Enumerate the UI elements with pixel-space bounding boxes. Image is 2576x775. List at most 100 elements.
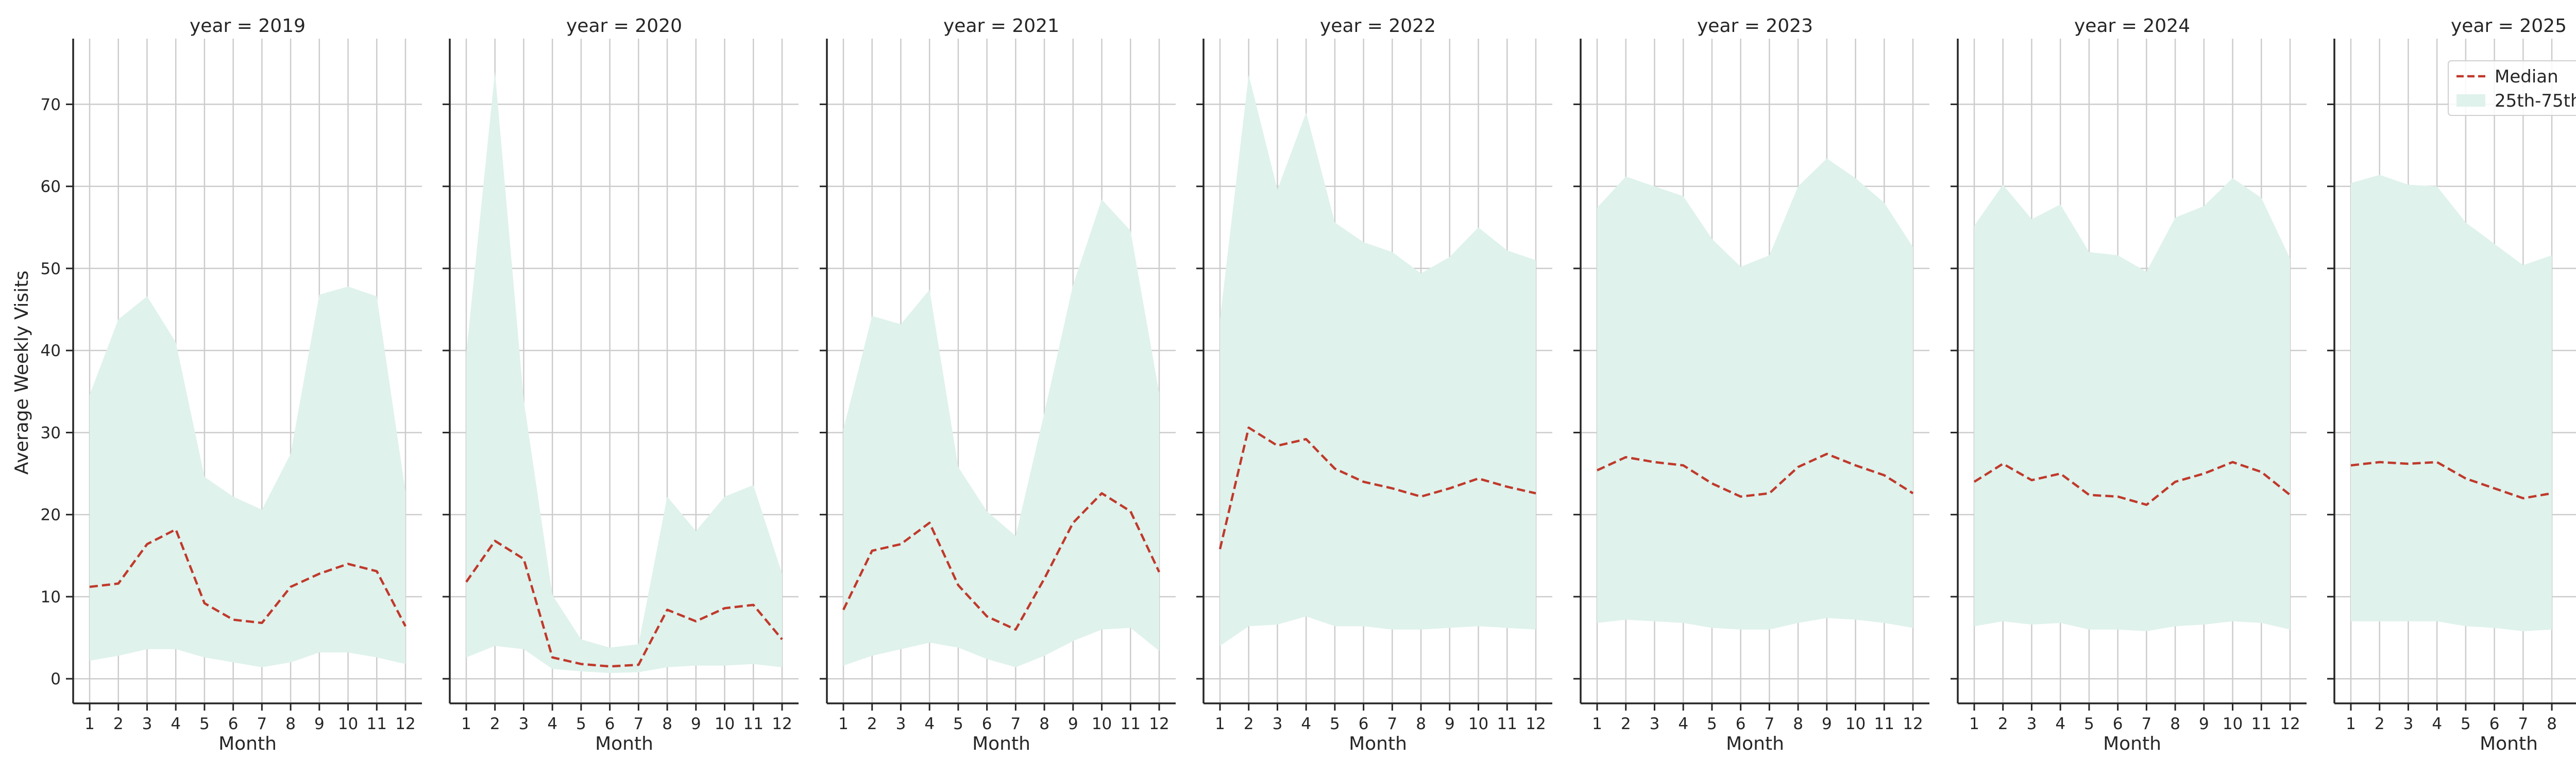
x-tick-label: 7: [1387, 715, 1397, 733]
panel-title: year = 2025: [2451, 15, 2567, 37]
x-tick-label: 6: [1736, 715, 1746, 733]
x-tick-label: 12: [395, 715, 415, 733]
x-tick-label: 1: [1592, 715, 1602, 733]
x-tick-label: 4: [1678, 715, 1688, 733]
x-tick-label: 4: [547, 715, 557, 733]
x-tick-label: 12: [1149, 715, 1169, 733]
x-tick-label: 2: [867, 715, 877, 733]
x-tick-label: 9: [314, 715, 325, 733]
x-tick-label: 4: [171, 715, 181, 733]
percentile-band: [2351, 175, 2552, 631]
x-tick-label: 11: [743, 715, 764, 733]
x-tick-label: 12: [772, 715, 792, 733]
x-tick-label: 2: [1998, 715, 2008, 733]
x-tick-label: 7: [257, 715, 267, 733]
x-axis-label: Month: [218, 733, 277, 754]
x-tick-label: 8: [2547, 715, 2557, 733]
x-tick-label: 7: [1764, 715, 1774, 733]
legend-band-swatch: [2456, 94, 2485, 107]
y-tick-label: 60: [41, 178, 61, 196]
y-tick-label: 40: [41, 342, 61, 360]
x-tick-label: 1: [461, 715, 471, 733]
x-tick-label: 1: [2346, 715, 2356, 733]
x-tick-label: 7: [633, 715, 643, 733]
x-tick-label: 9: [2199, 715, 2209, 733]
x-axis-label: Month: [2480, 733, 2538, 754]
x-tick-label: 11: [2251, 715, 2272, 733]
x-tick-label: 7: [2141, 715, 2151, 733]
median-line: [465, 540, 783, 668]
x-tick-label: 5: [1707, 715, 1717, 733]
x-tick-label: 6: [2489, 715, 2500, 733]
x-tick-label: 6: [1359, 715, 1369, 733]
x-tick-label: 3: [1273, 715, 1283, 733]
panel-title: year = 2021: [943, 15, 1059, 37]
x-axis-label: Month: [595, 733, 653, 754]
x-tick-label: 3: [896, 715, 906, 733]
x-axis-label: Month: [1726, 733, 1784, 754]
x-tick-label: 9: [2575, 715, 2576, 733]
percentile-band: [466, 71, 782, 673]
percentile-band: [1220, 75, 1536, 646]
x-tick-label: 3: [2403, 715, 2414, 733]
x-tick-label: 4: [2432, 715, 2442, 733]
x-tick-label: 12: [1903, 715, 1923, 733]
x-tick-label: 4: [924, 715, 935, 733]
x-tick-label: 2: [2375, 715, 2385, 733]
percentile-band: [90, 287, 405, 667]
x-axis-label: Month: [972, 733, 1030, 754]
x-tick-label: 6: [982, 715, 992, 733]
y-tick-label: 0: [50, 670, 61, 688]
y-tick-label: 20: [41, 506, 61, 525]
y-axis-label: Average Weekly Visits: [11, 271, 32, 475]
legend-band-label: 25th-75th Percentile: [2495, 91, 2576, 111]
x-tick-label: 8: [1416, 715, 1426, 733]
x-tick-label: 5: [2461, 715, 2471, 733]
panel-title: year = 2023: [1697, 15, 1813, 37]
x-tick-label: 10: [1468, 715, 1488, 733]
x-tick-label: 12: [2280, 715, 2300, 733]
x-tick-label: 2: [490, 715, 500, 733]
x-tick-label: 4: [2055, 715, 2065, 733]
median-line: [89, 528, 406, 627]
x-tick-label: 11: [1121, 715, 1141, 733]
median-line: [1218, 426, 1536, 550]
x-tick-label: 9: [1822, 715, 1832, 733]
x-tick-label: 8: [662, 715, 672, 733]
median-line: [842, 492, 1161, 631]
y-tick-label: 30: [41, 424, 61, 442]
x-tick-label: 3: [519, 715, 529, 733]
x-tick-label: 11: [1874, 715, 1894, 733]
panel-title: year = 2020: [566, 15, 682, 37]
x-tick-label: 8: [1039, 715, 1049, 733]
x-tick-label: 8: [2170, 715, 2180, 733]
x-tick-label: 6: [605, 715, 615, 733]
x-tick-label: 6: [2113, 715, 2123, 733]
x-tick-label: 9: [691, 715, 701, 733]
x-tick-label: 5: [953, 715, 963, 733]
x-tick-label: 2: [113, 715, 124, 733]
panel-title: year = 2022: [1320, 15, 1436, 37]
panel-title: year = 2019: [190, 15, 306, 37]
median-line: [1973, 461, 2291, 506]
x-axis-label: Month: [1349, 733, 1407, 754]
percentile-band: [843, 199, 1159, 667]
x-tick-label: 10: [2223, 715, 2243, 733]
x-tick-label: 9: [1068, 715, 1078, 733]
x-tick-label: 5: [199, 715, 210, 733]
x-tick-label: 7: [1010, 715, 1021, 733]
x-tick-label: 1: [1969, 715, 1979, 733]
x-tick-label: 10: [715, 715, 735, 733]
legend-median-label: Median: [2495, 66, 2558, 87]
x-tick-label: 10: [1845, 715, 1866, 733]
y-tick-label: 50: [41, 260, 61, 278]
x-tick-label: 10: [338, 715, 358, 733]
x-tick-label: 3: [2027, 715, 2037, 733]
percentile-band: [1974, 178, 2290, 631]
x-tick-label: 2: [1621, 715, 1631, 733]
x-tick-label: 4: [1301, 715, 1311, 733]
x-tick-label: 10: [1092, 715, 1112, 733]
percentile-band: [1597, 158, 1913, 630]
